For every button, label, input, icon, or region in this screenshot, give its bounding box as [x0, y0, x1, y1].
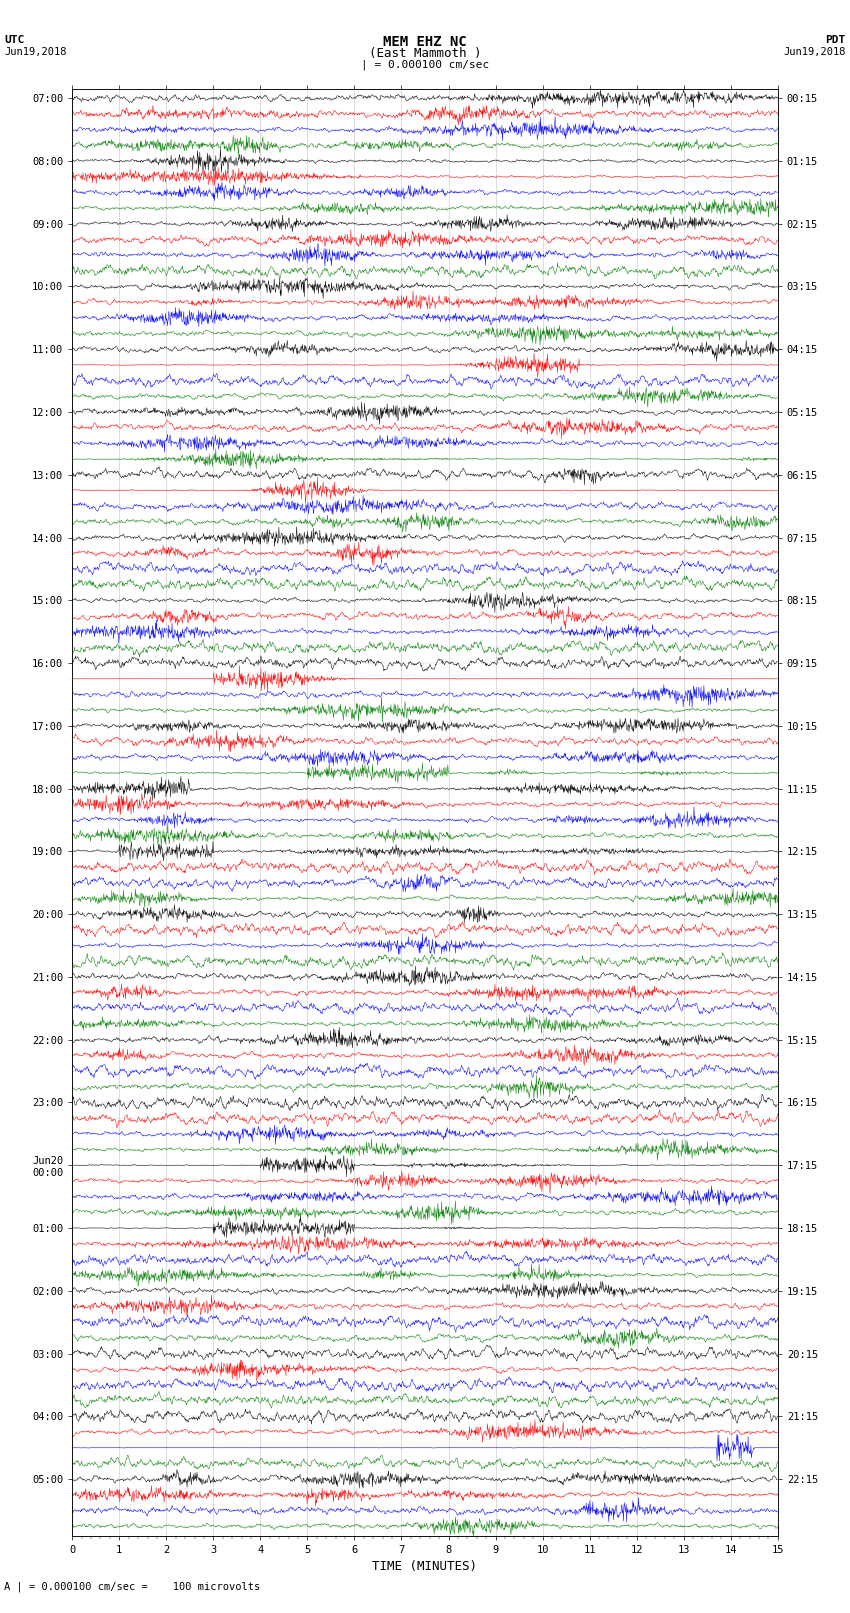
Text: MEM EHZ NC: MEM EHZ NC: [383, 35, 467, 50]
Text: | = 0.000100 cm/sec: | = 0.000100 cm/sec: [361, 60, 489, 71]
Text: A | = 0.000100 cm/sec =    100 microvolts: A | = 0.000100 cm/sec = 100 microvolts: [4, 1581, 260, 1592]
Text: Jun19,2018: Jun19,2018: [4, 47, 67, 56]
Text: (East Mammoth ): (East Mammoth ): [369, 47, 481, 60]
Text: UTC: UTC: [4, 35, 25, 45]
X-axis label: TIME (MINUTES): TIME (MINUTES): [372, 1560, 478, 1573]
Text: PDT: PDT: [825, 35, 846, 45]
Text: Jun19,2018: Jun19,2018: [783, 47, 846, 56]
